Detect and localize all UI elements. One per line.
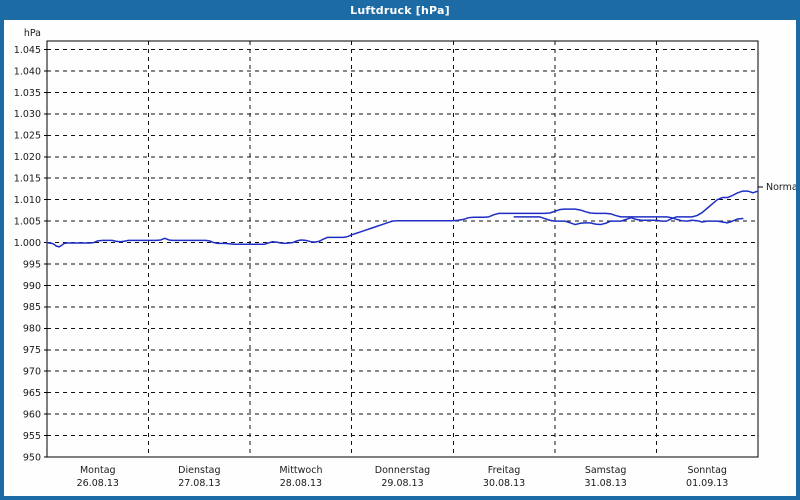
y-tick-label: 1.045 bbox=[14, 45, 41, 56]
x-tick-day-label: Freitag bbox=[488, 465, 521, 476]
x-tick-date-label: 01.09.13 bbox=[686, 478, 728, 489]
x-tick-day-label: Montag bbox=[80, 465, 116, 476]
y-tick-label: 995 bbox=[23, 259, 41, 270]
y-tick-label: 1.035 bbox=[14, 88, 41, 99]
y-tick-label: 975 bbox=[23, 345, 41, 356]
x-tick-date-label: 27.08.13 bbox=[178, 478, 220, 489]
window-titlebar: Luftdruck [hPa] bbox=[0, 0, 800, 20]
x-tick-date-label: 26.08.13 bbox=[77, 478, 119, 489]
y-tick-label: 1.000 bbox=[14, 238, 41, 249]
y-tick-label: 950 bbox=[23, 452, 41, 463]
x-tick-date-label: 28.08.13 bbox=[280, 478, 322, 489]
x-tick-date-label: 31.08.13 bbox=[584, 478, 626, 489]
y-axis-unit-label: hPa bbox=[24, 28, 41, 39]
y-tick-label: 1.005 bbox=[14, 216, 41, 227]
x-tick-day-label: Dienstag bbox=[178, 465, 220, 476]
x-tick-day-label: Donnerstag bbox=[375, 465, 430, 476]
y-tick-label: 960 bbox=[23, 409, 41, 420]
x-tick-day-label: Sonntag bbox=[687, 465, 726, 476]
series-line-luftdruck bbox=[46, 208, 744, 248]
y-tick-label: 1.015 bbox=[14, 174, 41, 185]
series-line-luftdruck bbox=[513, 190, 759, 226]
chart-canvas: 950 955 960 965 970 975 980 985 990 995 1.000 1.005… bbox=[4, 20, 796, 496]
x-tick-day-label: Mittwoch bbox=[279, 465, 322, 476]
x-tick-date-label: 29.08.13 bbox=[381, 478, 423, 489]
y-tick-label: 1.040 bbox=[14, 66, 41, 77]
y-tick-label: 1.020 bbox=[14, 152, 41, 163]
y-tick-label: 980 bbox=[23, 324, 41, 335]
y-tick-label: 965 bbox=[23, 388, 41, 399]
normal-reference-label: Normal bbox=[766, 182, 796, 193]
y-tick-label: 1.010 bbox=[14, 195, 41, 206]
pressure-line-chart: 950 955 960 965 970 975 980 985 990 995 1.000 1.005… bbox=[14, 28, 796, 489]
x-tick-date-label: 30.08.13 bbox=[483, 478, 525, 489]
y-tick-label: 955 bbox=[23, 431, 41, 442]
y-tick-label: 970 bbox=[23, 367, 41, 378]
y-tick-label: 1.025 bbox=[14, 131, 41, 142]
x-tick-day-label: Samstag bbox=[585, 465, 627, 476]
window-title: Luftdruck [hPa] bbox=[350, 3, 450, 17]
y-tick-label: 985 bbox=[23, 302, 41, 313]
y-tick-label: 990 bbox=[23, 281, 41, 292]
plot-frame bbox=[46, 40, 759, 458]
y-tick-label: 1.030 bbox=[14, 109, 41, 120]
